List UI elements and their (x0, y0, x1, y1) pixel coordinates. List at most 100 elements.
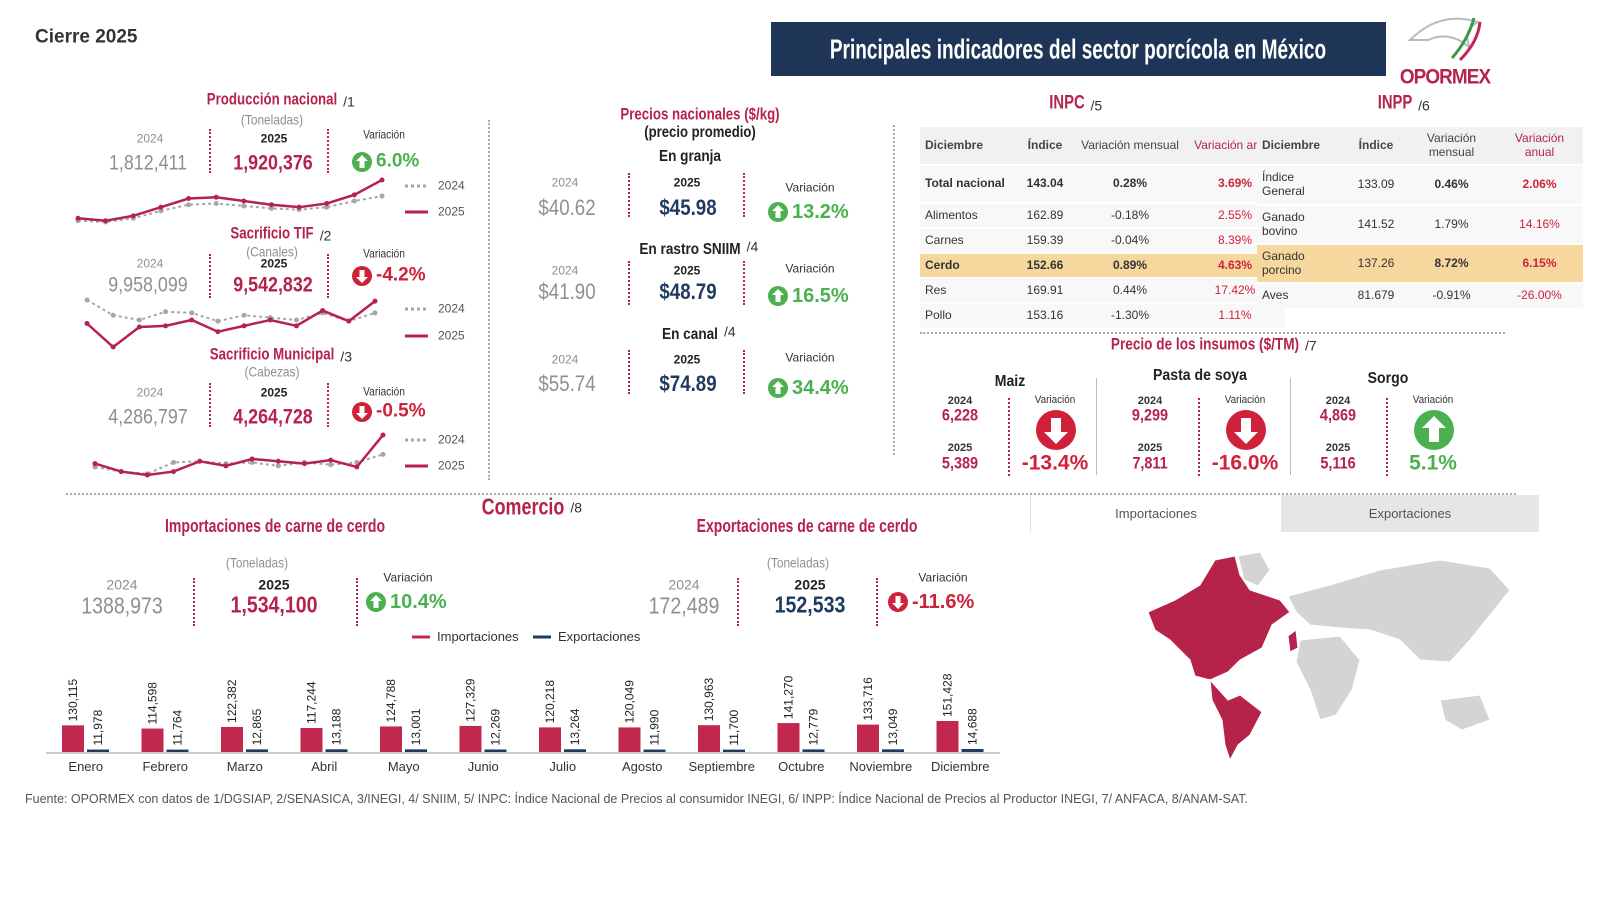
variation-arrow (356, 155, 368, 168)
value-label: 120,218 (543, 680, 557, 724)
variation: 5.1% (1409, 451, 1457, 475)
trend-point (293, 323, 299, 329)
table-row: Res 169.91 0.44% 17.42% (920, 277, 1285, 303)
value-label: 117,244 (305, 681, 319, 724)
kpi-ref: /1 (343, 93, 355, 110)
page-title: Principales indicadores del sector porcí… (829, 33, 1327, 65)
variation-label: Variación (1412, 393, 1454, 406)
trend-point (301, 461, 307, 467)
prev-value: 1388,973 (81, 592, 163, 619)
year-label: 2025 (794, 576, 826, 593)
year-label: 2025 (260, 131, 288, 146)
divider (327, 383, 329, 427)
trend-point (197, 458, 203, 464)
legend-label: 2025 (438, 204, 465, 219)
logo-swoosh (1450, 17, 1476, 59)
year-label: 2024 (136, 385, 164, 400)
trend-point (320, 308, 326, 314)
divider (356, 578, 358, 626)
value-label: 141,270 (782, 675, 796, 719)
trend-point (158, 208, 164, 214)
year-label: 2024 (947, 394, 973, 407)
inputs-ref: /7 (1305, 337, 1317, 354)
divider (209, 254, 211, 298)
trend-point (275, 458, 281, 464)
trend-point (275, 463, 281, 469)
legend-label: 2024 (438, 178, 465, 193)
year-label: 2024 (1325, 394, 1351, 407)
legend-label: 2024 (438, 301, 465, 316)
year-label: 2025 (673, 175, 701, 190)
table-cell: Total nacional (920, 164, 1015, 203)
trend-point (380, 451, 386, 457)
variation-arrow (772, 205, 784, 218)
table-cell: 153.16 (1015, 302, 1075, 328)
table-cell: 0.28% (1075, 164, 1185, 203)
bar (643, 749, 666, 752)
table-ref: /6 (1418, 97, 1430, 114)
bar (141, 728, 164, 752)
table-row: Total nacional 143.04 0.28% 3.69% (920, 164, 1285, 203)
x-tick-label: Enero (68, 758, 104, 774)
table-cell: 1.79% (1407, 204, 1496, 244)
divider (737, 578, 739, 626)
source: Fuente: OPORMEX con datos de 1/DGSIAP, 2… (25, 792, 1248, 807)
table-cell: -0.91% (1407, 282, 1496, 308)
divider (193, 578, 195, 626)
value-label: 14,688 (966, 708, 980, 745)
table-cell: -0.18% (1075, 202, 1185, 228)
logo-swoosh (1458, 21, 1482, 62)
bar (246, 749, 268, 752)
table-cell: Índice General (1257, 164, 1345, 205)
x-tick-label: Mayo (387, 758, 420, 774)
variation-label: Variación (383, 570, 433, 585)
trend-point (118, 469, 124, 475)
trend-point (189, 310, 195, 316)
table-cell: Carnes (920, 227, 1015, 253)
trend-point (296, 204, 302, 210)
column-header: Índice (1015, 127, 1075, 165)
trend-point (268, 205, 274, 211)
prev-value: $41.90 (538, 278, 596, 304)
price-name: En rastro SNIIM (639, 241, 741, 259)
trend-point (186, 202, 192, 208)
variation-arrow (892, 596, 904, 609)
trend-point (163, 323, 169, 329)
table-cell: 6.15% (1496, 243, 1583, 283)
map-tab[interactable]: Exportaciones (1281, 495, 1539, 532)
prev-value: 4,869 (1319, 405, 1357, 425)
variation: 16.5% (792, 285, 849, 307)
variation-label: Variación (363, 384, 405, 399)
table-row: Carnes 159.39 -0.04% 8.39% (920, 227, 1285, 253)
value-label: 12,779 (807, 708, 821, 745)
value-label: 13,049 (886, 708, 900, 745)
divider (920, 332, 1505, 334)
table-cell: 133.09 (1345, 164, 1407, 205)
prev-value: 9,958,099 (108, 273, 188, 297)
bar (777, 723, 800, 752)
value-label: 130,115 (66, 679, 80, 722)
value-label: 124,788 (384, 679, 398, 723)
bar (459, 725, 482, 752)
value-label: 12,269 (489, 708, 503, 745)
x-tick-label: Junio (467, 758, 499, 774)
trend-point (130, 213, 136, 219)
trend-point (215, 329, 221, 335)
legend-label: Importaciones (437, 628, 519, 644)
table-cell: 143.04 (1015, 164, 1075, 203)
bar (618, 727, 641, 752)
variation-label: Variación (363, 127, 405, 142)
value-label: 11,990 (648, 709, 662, 745)
table-cell: Ganado porcino (1257, 243, 1345, 283)
divider (66, 493, 1516, 495)
map-tab[interactable]: Importaciones (1030, 495, 1281, 532)
column-header: Variación anual (1496, 127, 1583, 165)
period: Cierre 2025 (35, 26, 138, 48)
year-label: 2024 (1137, 394, 1163, 407)
table-cell: -1.30% (1075, 302, 1185, 328)
table-title: INPP (1377, 92, 1413, 114)
trend-point (293, 317, 299, 323)
price-name: En granja (659, 148, 721, 166)
divider (488, 120, 490, 480)
